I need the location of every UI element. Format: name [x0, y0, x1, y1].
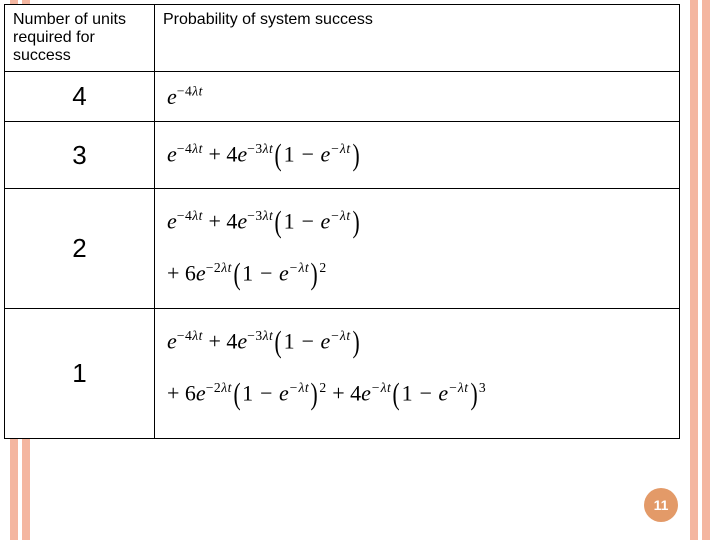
header-units: Number of units required for success: [5, 5, 155, 72]
formula-cell-1: e−4λt + 4e−3λt(1 − e−λt) + 6e−2λt(1 − e−…: [155, 308, 680, 438]
table-row: 4 e−4λt: [5, 72, 680, 122]
header-probability: Probability of system success: [155, 5, 680, 72]
table-row: 2 e−4λt + 4e−3λt(1 − e−λt) + 6e−2λt(1 − …: [5, 189, 680, 308]
units-cell: 1: [5, 308, 155, 438]
right-stripe-2: [690, 0, 698, 540]
formula-cell-3: e−4λt + 4e−3λt(1 − e−λt): [155, 122, 680, 189]
slide-number: 11: [654, 497, 669, 513]
probability-table: Number of units required for success Pro…: [4, 4, 680, 439]
slide-number-badge: 11: [644, 488, 678, 522]
units-cell: 4: [5, 72, 155, 122]
table-row: 3 e−4λt + 4e−3λt(1 − e−λt): [5, 122, 680, 189]
right-stripe-1: [702, 0, 710, 540]
formula-cell-2: e−4λt + 4e−3λt(1 − e−λt) + 6e−2λt(1 − e−…: [155, 189, 680, 308]
formula-cell-4: e−4λt: [155, 72, 680, 122]
probability-table-wrap: Number of units required for success Pro…: [4, 4, 680, 439]
table-row: 1 e−4λt + 4e−3λt(1 − e−λt) + 6e−2λt(1 − …: [5, 308, 680, 438]
table-header-row: Number of units required for success Pro…: [5, 5, 680, 72]
units-cell: 3: [5, 122, 155, 189]
units-cell: 2: [5, 189, 155, 308]
